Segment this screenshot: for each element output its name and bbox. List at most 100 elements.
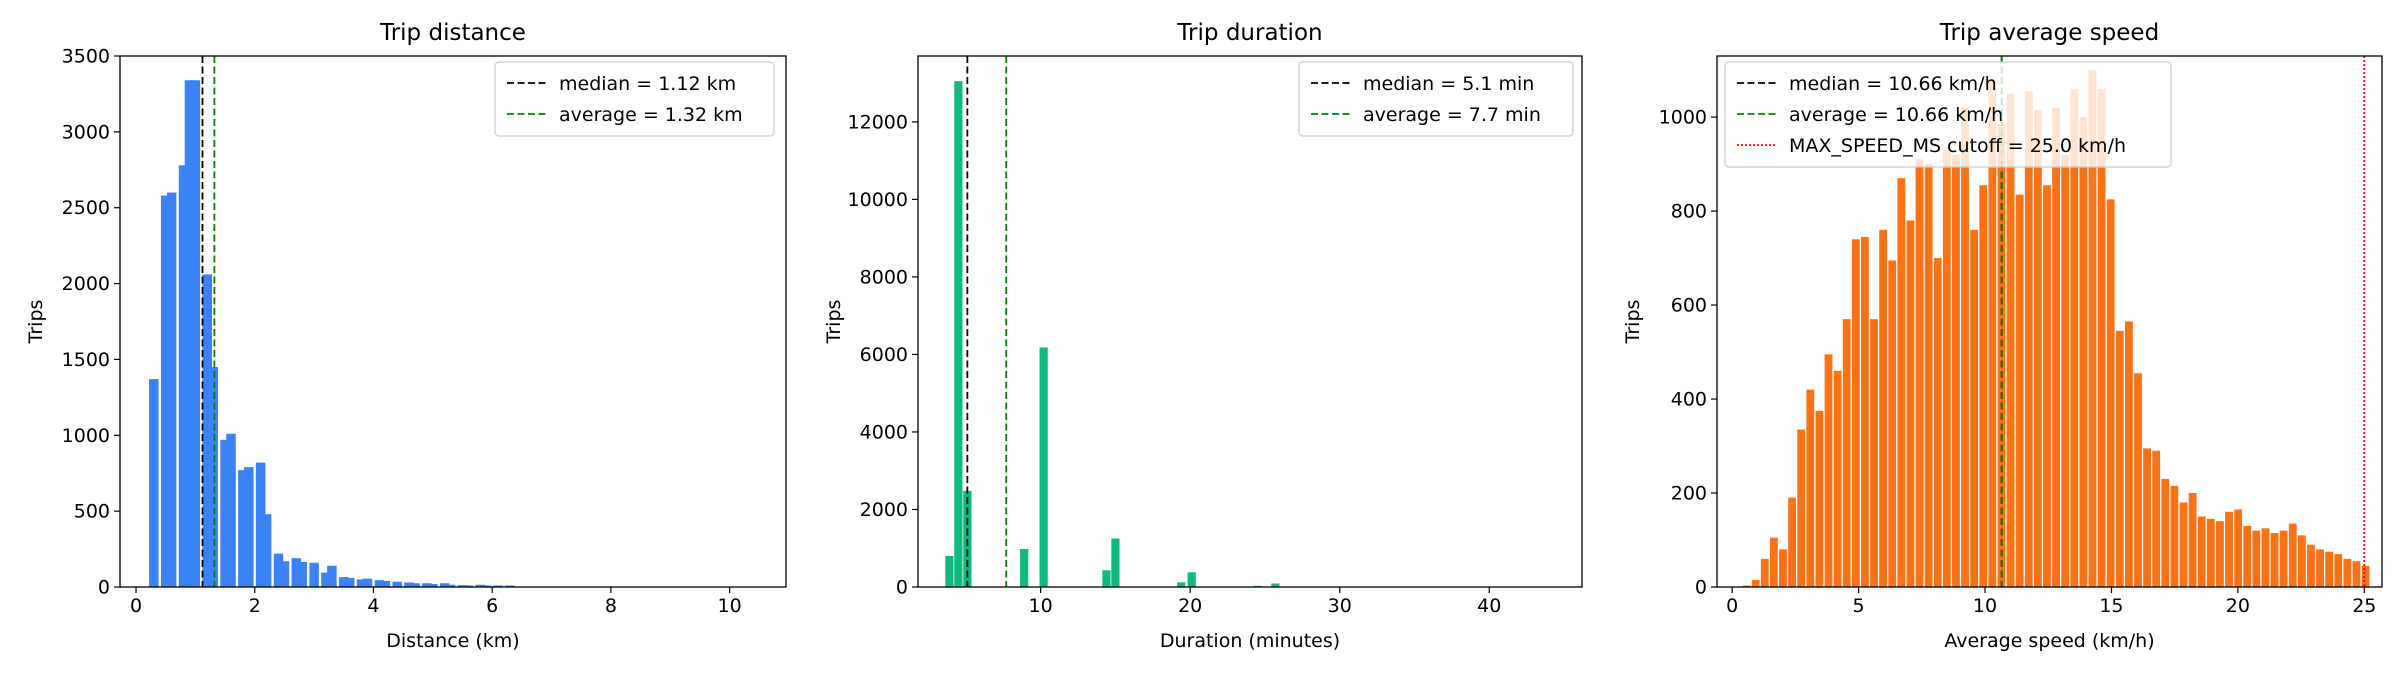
bar — [1952, 154, 1960, 587]
bar — [2124, 321, 2133, 587]
bar — [1842, 319, 1851, 587]
bar — [2061, 154, 2070, 587]
y-tick-label: 800 — [1671, 201, 1707, 223]
y-tick-label: 0 — [896, 577, 908, 599]
bar — [178, 165, 189, 587]
plot-frame — [917, 55, 1583, 588]
bar — [380, 580, 391, 587]
bar — [362, 578, 373, 587]
bar — [2043, 185, 2051, 587]
bar — [1833, 370, 1842, 587]
bar — [2307, 544, 2315, 587]
bars-group — [945, 56, 1280, 587]
bar — [2070, 88, 2079, 587]
bar — [238, 470, 248, 587]
x-tick-label: 2 — [249, 595, 261, 617]
legend-label: average = 7.7 min — [1363, 104, 1541, 126]
x-tick-label: 0 — [1726, 595, 1738, 617]
bar — [2261, 528, 2270, 587]
bar — [404, 582, 414, 587]
bar — [1111, 538, 1120, 587]
y-tick-label: 2000 — [860, 499, 908, 521]
bar — [1271, 583, 1280, 587]
bar — [1942, 149, 1951, 587]
bar — [273, 553, 284, 587]
bar — [2106, 199, 2115, 587]
bar — [327, 565, 337, 587]
bar — [2343, 558, 2352, 587]
legend-box — [1298, 61, 1574, 137]
y-tick-label: 400 — [1671, 389, 1707, 411]
bar — [1751, 579, 1760, 587]
y-tick-label: 4000 — [860, 421, 908, 443]
y-tick-label: 2500 — [62, 197, 110, 219]
legend-label: MAX_SPEED_MS cutoff = 25.0 km/h — [1789, 135, 2126, 157]
y-tick-label: 3000 — [62, 121, 110, 143]
bar — [2015, 194, 2024, 587]
bar — [1177, 582, 1186, 587]
bar — [2352, 561, 2361, 587]
bar — [2270, 532, 2279, 587]
bar — [2179, 502, 2188, 587]
chart-panel-3: 0 5 10 15 20 25 0 200 400 600 800 1000 Trip average … — [1622, 20, 2383, 652]
bar — [2033, 110, 2042, 587]
legend-box — [1724, 61, 2172, 168]
x-tick-label: 5 — [1853, 595, 1865, 617]
bar — [2052, 107, 2060, 587]
y-axis-label: Trips — [25, 300, 47, 345]
bar — [1760, 558, 1769, 587]
x-axis-label: Duration (minutes) — [1160, 630, 1340, 652]
bar — [1779, 549, 1787, 587]
y-tick-label: 12000 — [848, 111, 908, 133]
bar — [1806, 389, 1815, 587]
chart-title: Trip average speed — [1939, 20, 2159, 46]
bar — [202, 274, 213, 587]
x-tick-label: 10 — [718, 595, 742, 617]
y-tick-label: 10000 — [848, 189, 908, 211]
bar — [1851, 239, 1860, 587]
bar — [2225, 511, 2233, 587]
y-tick-label: 500 — [74, 501, 110, 523]
bar — [2024, 91, 2033, 587]
bar — [1824, 354, 1833, 587]
bar — [2252, 530, 2261, 587]
y-tick-label: 1000 — [62, 425, 110, 447]
x-axis-label: Average speed (km/h) — [1944, 630, 2154, 652]
bar — [2088, 70, 2097, 587]
bar — [2361, 565, 2370, 587]
x-tick-label: 30 — [1328, 595, 1352, 617]
bar — [2079, 117, 2088, 587]
y-tick-label: 1000 — [1659, 107, 1707, 129]
bar — [339, 577, 349, 587]
plot-frame — [1716, 55, 2383, 588]
y-tick-label: 0 — [1695, 577, 1707, 599]
bar — [1979, 185, 1988, 587]
x-tick-label: 20 — [2226, 595, 2250, 617]
bar — [2297, 535, 2306, 587]
y-axis-label: Trips — [1622, 300, 1644, 345]
bar — [208, 367, 218, 587]
bar — [392, 581, 402, 587]
x-tick-label: 10 — [1029, 595, 1053, 617]
y-tick-label: 1500 — [62, 349, 110, 371]
bar — [1870, 319, 1878, 587]
bar — [2161, 478, 2170, 587]
bar — [457, 585, 468, 587]
bar — [374, 580, 385, 587]
bar — [2134, 373, 2142, 587]
bar — [2234, 509, 2243, 587]
bar — [255, 462, 266, 587]
bar — [1742, 585, 1751, 587]
bar — [1915, 159, 1924, 587]
bar — [2006, 93, 2015, 587]
bar — [226, 433, 236, 587]
bar — [190, 80, 201, 587]
bar — [2143, 448, 2152, 587]
bar — [963, 490, 972, 587]
bar — [2216, 521, 2224, 587]
bar — [1933, 258, 1942, 587]
bar — [1102, 570, 1111, 587]
legend: median = 10.66 km/h average = 10.66 km/h M… — [1724, 61, 2172, 168]
x-tick-label: 20 — [1178, 595, 1202, 617]
